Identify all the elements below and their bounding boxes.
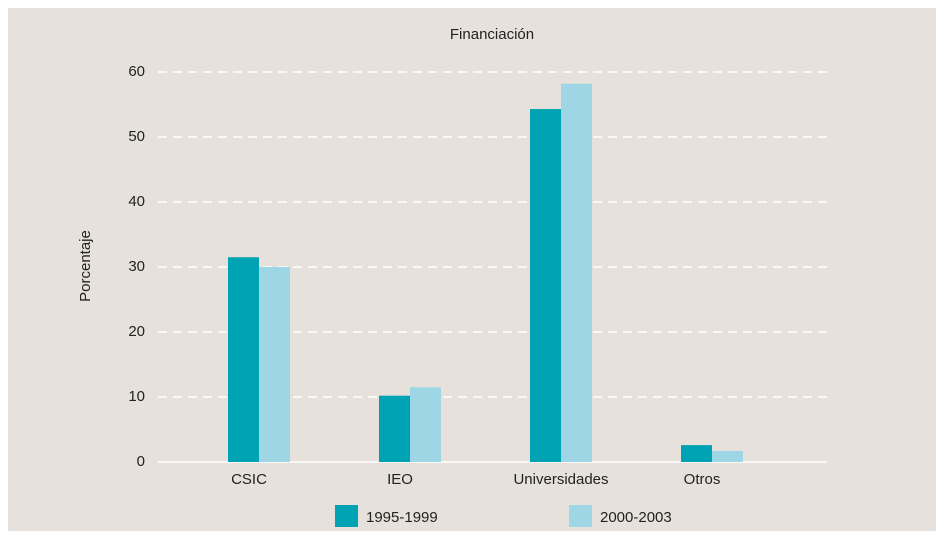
legend-swatch bbox=[569, 505, 592, 527]
x-tick-label: CSIC bbox=[231, 471, 267, 488]
y-tick-label: 10 bbox=[128, 388, 145, 405]
bar bbox=[561, 83, 592, 462]
y-tick-label: 30 bbox=[128, 258, 145, 275]
y-tick-label: 40 bbox=[128, 193, 145, 210]
chart-title: Financiación bbox=[450, 26, 534, 43]
y-axis-label: Porcentaje bbox=[77, 230, 94, 302]
y-tick-label: 20 bbox=[128, 323, 145, 340]
bar bbox=[681, 445, 712, 462]
bar bbox=[410, 387, 441, 462]
x-tick-label: Otros bbox=[684, 471, 721, 488]
legend-swatch bbox=[335, 505, 358, 527]
bar bbox=[379, 395, 410, 462]
y-tick-label: 0 bbox=[137, 453, 145, 470]
bar bbox=[259, 267, 290, 462]
bar bbox=[530, 109, 561, 463]
bar bbox=[712, 450, 743, 462]
y-tick-label: 50 bbox=[128, 128, 145, 145]
y-tick-label: 60 bbox=[128, 63, 145, 80]
chart-background bbox=[8, 8, 936, 531]
x-tick-label: Universidades bbox=[513, 471, 608, 488]
bar bbox=[228, 257, 259, 462]
legend-label: 2000-2003 bbox=[600, 509, 672, 526]
x-tick-label: IEO bbox=[387, 471, 413, 488]
legend-label: 1995-1999 bbox=[366, 509, 438, 526]
